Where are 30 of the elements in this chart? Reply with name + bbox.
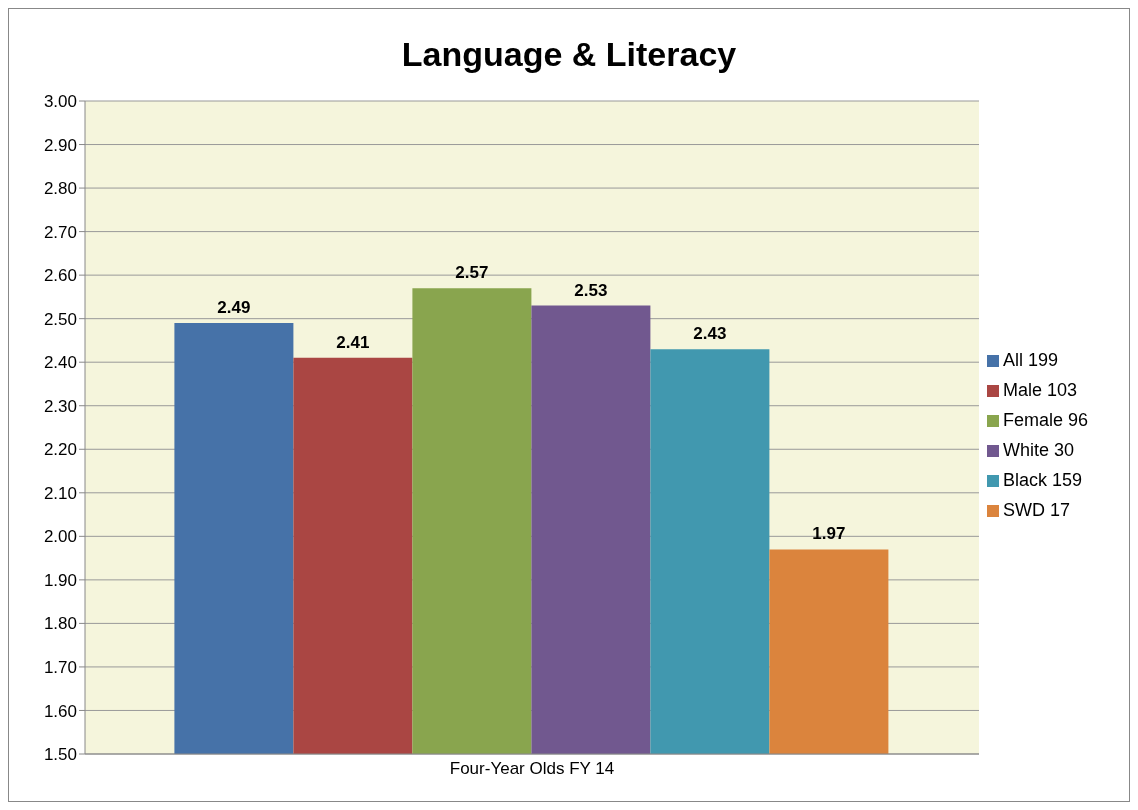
y-tick-label: 2.30 [43,396,77,416]
y-tick-label: 2.40 [43,353,77,373]
data-label: 2.49 [217,298,251,318]
legend-label: White 30 [1003,440,1075,460]
y-tick-label: 2.50 [43,309,77,329]
data-label: 1.97 [812,524,846,544]
legend-label: All 199 [1003,350,1059,370]
x-tick-label: Four-Year Olds FY 14 [449,759,615,779]
y-tick-label: 1.80 [43,614,77,634]
y-tick-label: 1.60 [43,701,77,721]
y-tick-label: 3.00 [43,92,77,112]
legend-label: Male 103 [1003,380,1078,400]
y-tick-label: 1.70 [43,657,77,677]
y-tick-label: 2.70 [43,222,77,242]
data-label: 2.57 [455,263,489,283]
y-tick-label: 1.90 [43,570,77,590]
chart-title: Language & Literacy [400,34,738,73]
y-tick-label: 2.60 [43,266,77,286]
y-tick-label: 2.00 [43,527,77,547]
legend-label: Black 159 [1003,470,1083,490]
data-label: 2.53 [574,280,608,300]
data-label: 2.41 [336,332,370,352]
y-tick-label: 2.10 [43,483,77,503]
y-tick-label: 2.80 [43,179,77,199]
data-label: 2.43 [693,324,727,344]
y-tick-label: 2.20 [43,440,77,460]
legend-label: SWD 17 [1003,500,1071,520]
y-tick-label: 1.50 [43,745,77,765]
y-tick-label: 2.90 [43,135,77,155]
legend-label: Female 96 [1003,410,1089,430]
